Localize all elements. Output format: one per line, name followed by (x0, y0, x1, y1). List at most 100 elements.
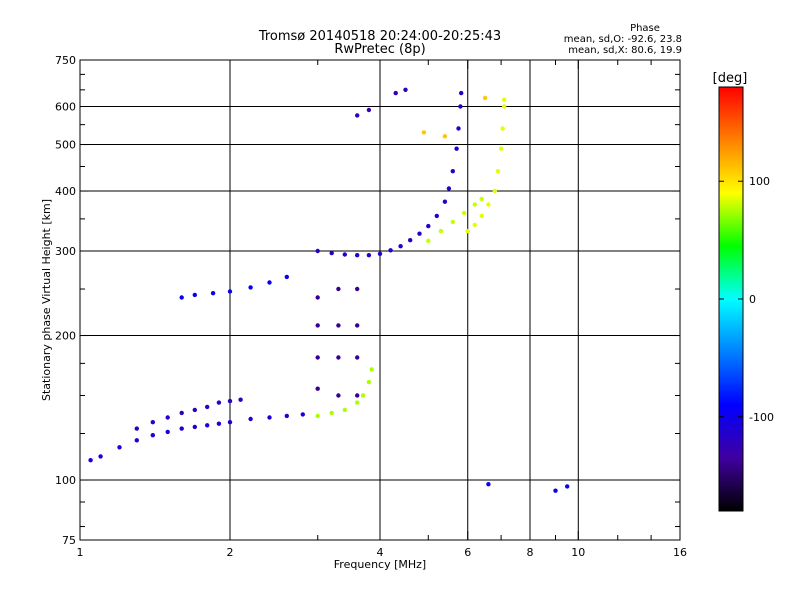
echo-point (502, 97, 507, 102)
y-tick-labels: 75 100 200 300 400 500 600 750 (55, 54, 76, 547)
colorbar-tick-label: 100 (749, 175, 770, 188)
echo-point (456, 126, 461, 131)
echo-point (553, 488, 558, 493)
echo-point (458, 104, 463, 109)
x-tick-label: 8 (527, 546, 534, 559)
echo-point (360, 393, 366, 398)
echo-point (366, 107, 372, 113)
echo-point (179, 295, 184, 300)
x-axis-label: Frequency [MHz] (334, 558, 426, 571)
echo-point (417, 231, 422, 236)
echo-point (336, 355, 341, 360)
echo-point (472, 222, 477, 228)
echo-point (472, 202, 477, 207)
echo-point (284, 274, 289, 280)
echo-point (315, 248, 320, 254)
echo-point (300, 412, 305, 417)
echo-point (248, 416, 253, 422)
echo-point (315, 386, 320, 391)
echo-point (88, 458, 93, 463)
echo-point (366, 253, 372, 258)
echo-point (393, 90, 398, 96)
x-tick-labels: 1 2 4 6 8 10 16 (77, 546, 688, 559)
chart-subtitle: RwPretec (8p) (334, 42, 425, 57)
grid-lines (80, 60, 680, 540)
colorbar-ticks: 100 0 -100 (719, 175, 774, 424)
axis-ticks (79, 59, 681, 541)
echo-point (465, 228, 470, 234)
echo-point (482, 95, 488, 101)
echo-point (421, 130, 427, 135)
echo-point (238, 397, 243, 402)
echo-point (461, 210, 467, 216)
echo-point (479, 196, 484, 202)
y-tick-label: 400 (55, 185, 76, 198)
echo-point (450, 169, 455, 174)
echo-point (355, 113, 360, 118)
echo-point (450, 219, 455, 225)
echo-point (459, 90, 464, 96)
echo-point (377, 251, 383, 256)
x-tick-label: 1 (77, 546, 84, 559)
echo-point (336, 393, 341, 398)
echo-point (342, 252, 347, 257)
echo-point (165, 415, 170, 420)
echo-point (315, 295, 320, 300)
y-axis-label: Stationary phase Virtual Height [km] (40, 199, 53, 401)
phase-info-heading: Phase (630, 23, 660, 34)
x-tick-label: 10 (571, 546, 585, 559)
echo-point (205, 404, 210, 410)
echo-point (342, 407, 347, 413)
echo-point (117, 445, 122, 450)
echo-point (355, 323, 360, 328)
x-tick-label: 4 (377, 546, 384, 559)
colorbar-tick-label: -100 (749, 411, 774, 424)
colorbar-tick-label: 0 (749, 293, 756, 306)
echo-point (403, 87, 408, 93)
echo-point (355, 393, 360, 398)
x-tick-label: 6 (464, 546, 471, 559)
x-tick-label: 2 (227, 546, 234, 559)
y-tick-label: 600 (55, 101, 76, 114)
echo-point (355, 286, 360, 292)
echo-point (479, 213, 484, 219)
echo-point (150, 433, 155, 438)
echo-point (486, 202, 491, 207)
echo-point (355, 400, 360, 405)
echo-point (179, 410, 184, 416)
echo-point (388, 248, 393, 253)
echo-point (150, 420, 155, 425)
echo-point (336, 323, 341, 328)
y-tick-label: 500 (55, 139, 76, 152)
echo-point (500, 126, 505, 131)
echo-point (134, 438, 139, 443)
echo-point (438, 228, 444, 234)
chart-title: Tromsø 20140518 20:24:00-20:25:43 (258, 29, 501, 44)
echo-point (442, 134, 448, 139)
echo-point (227, 420, 233, 425)
echo-point (165, 429, 170, 435)
echo-point (495, 169, 501, 174)
phase-info-x: mean, sd,X: 80.6, 19.9 (568, 45, 682, 56)
echo-point (442, 199, 448, 204)
echo-point (267, 280, 272, 285)
phase-info-o: mean, sd,O: -92.6, 23.8 (564, 34, 682, 45)
echo-point (355, 253, 360, 258)
echo-point (192, 292, 197, 298)
echo-point (315, 413, 320, 419)
echo-point (267, 415, 272, 420)
echo-point (565, 484, 570, 489)
y-tick-label: 750 (55, 54, 76, 67)
echo-point (454, 146, 459, 151)
echo-point (355, 355, 360, 360)
echo-point (329, 250, 334, 256)
y-tick-label: 200 (55, 330, 76, 343)
echo-point (492, 188, 497, 194)
echo-point (205, 423, 210, 428)
echo-point (315, 323, 320, 328)
data-points (88, 87, 570, 493)
echo-point (216, 400, 222, 405)
echo-point (498, 146, 504, 151)
y-tick-label: 75 (62, 534, 76, 547)
echo-point (210, 291, 216, 296)
